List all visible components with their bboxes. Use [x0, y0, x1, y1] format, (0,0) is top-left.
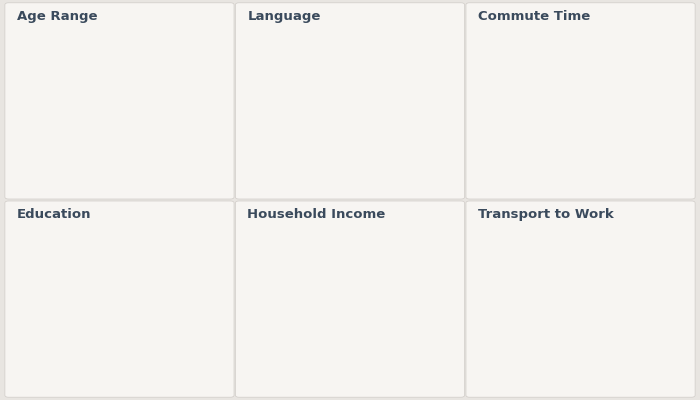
Text: Education: Education	[17, 208, 91, 221]
Bar	[540, 57, 562, 69]
Bar	[540, 57, 682, 69]
Bar	[540, 164, 550, 176]
Bar	[540, 137, 552, 149]
Text: Commute Time: Commute Time	[478, 10, 590, 22]
Bar	[80, 110, 222, 122]
Bar	[540, 84, 594, 96]
Bar	[540, 282, 572, 294]
Bar	[80, 84, 222, 96]
Bar	[540, 110, 682, 122]
Bar	[80, 321, 111, 331]
Bar	[540, 362, 547, 374]
Text: Age Range: Age Range	[17, 10, 97, 22]
Bar	[80, 57, 98, 69]
Bar	[310, 298, 330, 308]
Bar	[80, 298, 139, 308]
Bar	[80, 164, 222, 176]
Bar	[80, 276, 99, 286]
Bar	[80, 254, 88, 264]
Bar	[310, 254, 330, 264]
Bar	[540, 137, 682, 149]
Bar	[310, 110, 452, 122]
Bar	[540, 308, 682, 320]
Bar	[310, 254, 452, 264]
Bar	[540, 308, 550, 320]
Bar	[80, 254, 222, 264]
Bar	[310, 84, 324, 96]
Bar	[80, 164, 88, 176]
Bar	[80, 57, 222, 69]
Bar	[310, 298, 452, 308]
Bar	[80, 84, 134, 96]
Bar	[540, 164, 682, 176]
Bar	[540, 84, 682, 96]
Bar	[310, 343, 452, 353]
Bar	[310, 57, 452, 69]
Bar	[310, 365, 330, 375]
Bar	[310, 365, 452, 375]
Text: Household Income: Household Income	[247, 208, 386, 221]
Bar	[80, 137, 222, 149]
Bar	[310, 276, 330, 286]
Bar	[540, 335, 549, 347]
Bar	[310, 57, 412, 69]
Bar	[310, 343, 332, 353]
Bar	[80, 137, 111, 149]
Bar	[310, 164, 452, 176]
Bar	[80, 365, 85, 375]
Bar	[310, 137, 452, 149]
Bar	[80, 298, 222, 308]
Bar	[310, 164, 314, 176]
Bar	[540, 335, 682, 347]
Bar	[540, 255, 682, 267]
Bar	[310, 321, 330, 331]
Bar	[310, 321, 452, 331]
Bar	[310, 276, 452, 286]
Bar	[310, 110, 317, 122]
Text: Language: Language	[247, 10, 321, 22]
Bar	[80, 321, 222, 331]
Bar	[80, 343, 91, 353]
Text: Transport to Work: Transport to Work	[478, 208, 614, 221]
Bar	[310, 137, 314, 149]
Bar	[80, 276, 222, 286]
Bar	[80, 110, 105, 122]
Bar	[540, 255, 601, 267]
Bar	[540, 362, 682, 374]
Bar	[80, 365, 222, 375]
Bar	[540, 110, 583, 122]
Bar	[310, 84, 452, 96]
Bar	[540, 282, 682, 294]
Bar	[80, 343, 222, 353]
